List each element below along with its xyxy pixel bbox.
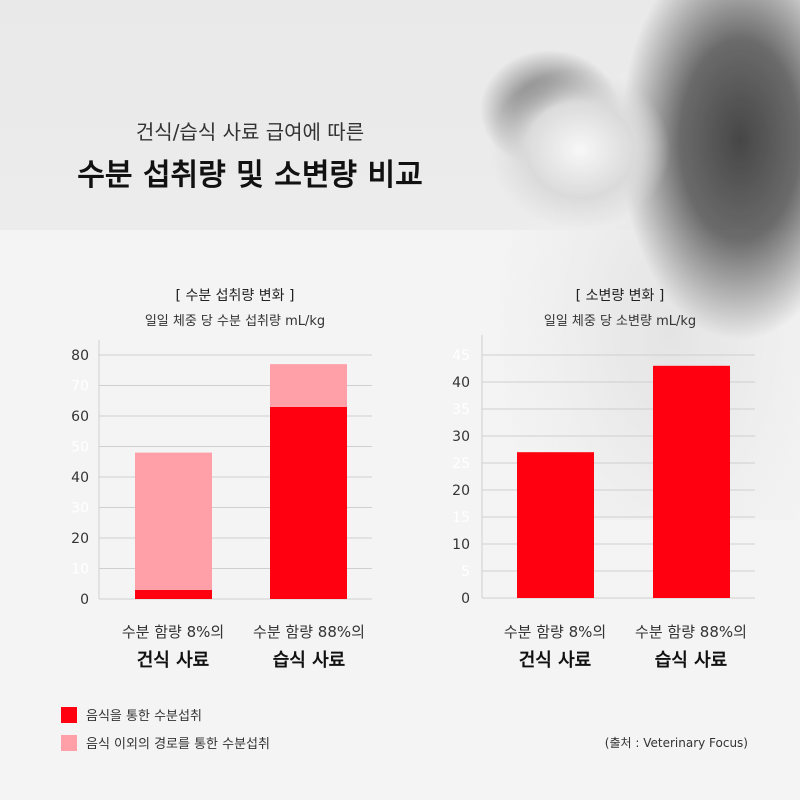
chart1-category-dry: 수분 함량 8%의 건식 사료 <box>98 621 248 672</box>
category-line2: 습식 사료 <box>272 650 346 671</box>
y-tick-label: 20 <box>71 531 89 547</box>
y-tick-label: 80 <box>71 348 89 364</box>
y-tick-label: 40 <box>71 470 89 486</box>
y-tick-label: 50 <box>71 440 89 456</box>
bar-wet-series-0 <box>653 365 730 598</box>
bar-wet-series-0 <box>270 406 347 599</box>
category-line1: 수분 함량 8%의 <box>121 623 225 641</box>
y-tick-label: 15 <box>452 510 470 526</box>
bar-dry-series-0 <box>517 452 594 598</box>
y-tick-label: 10 <box>452 537 470 553</box>
chart2-title: [ 소변량 변화 ] <box>575 288 665 304</box>
category-line2: 건식 사료 <box>518 650 592 671</box>
legend-label: 음식 이외의 경로를 통한 수분섭취 <box>86 737 270 752</box>
category-line1: 수분 함량 88%의 <box>635 623 747 641</box>
y-tick-label: 60 <box>71 409 89 425</box>
category-line1: 수분 함량 88%의 <box>253 623 365 641</box>
y-tick-label: 70 <box>71 379 89 395</box>
legend-swatch-other <box>61 734 77 751</box>
chart1-ylabel: 일일 체중 당 수분 섭취량 mL/kg <box>144 314 326 329</box>
y-tick-label: 10 <box>71 562 89 578</box>
category-line2: 건식 사료 <box>136 650 210 671</box>
legend-swatch-food <box>61 706 77 723</box>
cat-photo <box>470 0 800 520</box>
y-tick-label: 40 <box>452 375 470 391</box>
source-note: (출처 : Veterinary Focus) <box>604 736 748 750</box>
page-subtitle: 건식/습식 사료 급여에 따른 <box>135 120 365 144</box>
chart2-category-dry: 수분 함량 8%의 건식 사료 <box>480 621 630 672</box>
y-tick-label: 45 <box>452 348 470 364</box>
y-tick-label: 0 <box>461 591 470 607</box>
category-line2: 습식 사료 <box>654 650 728 671</box>
y-tick-label: 25 <box>452 456 470 472</box>
bar-dry-series-0 <box>135 589 212 599</box>
y-tick-label: 30 <box>452 429 470 445</box>
chart2-category-wet: 수분 함량 88%의 습식 사료 <box>616 621 766 672</box>
chart1-title: [ 수분 섭취량 변화 ] <box>175 288 295 304</box>
bar-dry-series-1 <box>135 452 212 590</box>
y-tick-label: 35 <box>452 402 470 418</box>
chart2-ylabel: 일일 체중 당 소변량 mL/kg <box>543 314 697 329</box>
y-tick-label: 0 <box>80 592 89 608</box>
y-tick-label: 5 <box>461 564 470 580</box>
category-line1: 수분 함량 8%의 <box>503 623 607 641</box>
y-tick-label: 20 <box>452 483 470 499</box>
page-title: 수분 섭취량 및 소변량 비교 <box>77 158 423 193</box>
y-tick-label: 30 <box>71 501 89 517</box>
legend-item-food: 음식을 통한 수분섭취 <box>61 705 202 724</box>
legend-label: 음식을 통한 수분섭취 <box>86 709 202 724</box>
chart1-category-wet: 수분 함량 88%의 습식 사료 <box>234 621 384 672</box>
legend-item-other: 음식 이외의 경로를 통한 수분섭취 <box>61 733 270 752</box>
bar-wet-series-1 <box>270 364 347 407</box>
